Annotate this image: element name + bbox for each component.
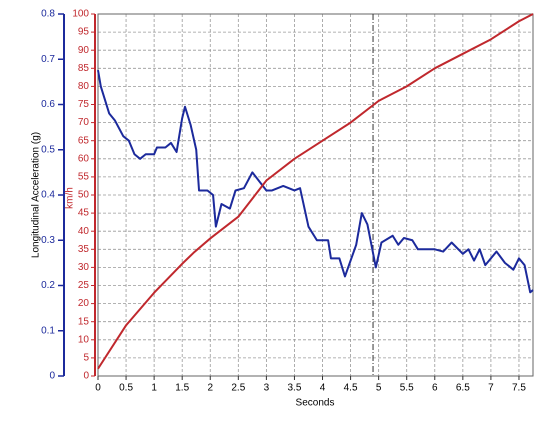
y2-tick-label: 15 <box>78 316 90 327</box>
y-tick-label: 0 <box>49 371 55 382</box>
y-tick-label: 0.5 <box>41 144 55 155</box>
x-tick-label: 5.5 <box>400 383 414 394</box>
y2-tick-label: 100 <box>72 9 89 20</box>
x-tick-label: 6.5 <box>456 383 470 394</box>
x-tick-label: 4.5 <box>344 383 358 394</box>
y2-tick-label: 65 <box>78 135 90 146</box>
y2-tick-label: 10 <box>78 334 90 345</box>
y2-axis-title: km/h <box>65 187 76 209</box>
x-tick-label: 1 <box>151 383 157 394</box>
y-tick-label: 0.2 <box>41 280 55 291</box>
y2-tick-label: 55 <box>78 172 90 183</box>
y-tick-label: 0.7 <box>41 54 55 65</box>
y2-tick-label: 20 <box>78 298 90 309</box>
y2-tick-label: 90 <box>78 45 90 56</box>
y-tick-label: 0.1 <box>41 325 55 336</box>
y2-tick-label: 40 <box>78 226 90 237</box>
x-tick-label: 0.5 <box>119 383 133 394</box>
y2-tick-label: 30 <box>78 262 90 273</box>
y2-tick-label: 60 <box>78 153 90 164</box>
x-tick-label: 0 <box>95 383 101 394</box>
y-axis-title: Longitudinal Acceleration (g) <box>31 132 42 258</box>
y2-tick-label: 50 <box>78 190 90 201</box>
x-tick-label: 7 <box>488 383 494 394</box>
y2-tick-label: 70 <box>78 117 90 128</box>
y2-tick-label: 0 <box>83 371 89 382</box>
series-line <box>97 13 534 370</box>
x-tick-label: 6 <box>432 383 438 394</box>
y-tick-label: 0.6 <box>41 99 55 110</box>
y2-tick-label: 5 <box>83 353 89 364</box>
x-tick-label: 3 <box>264 383 270 394</box>
y-tick-label: 0.4 <box>41 190 55 201</box>
x-tick-label: 7.5 <box>512 383 526 394</box>
y-tick-label: 0.3 <box>41 235 55 246</box>
x-axis-title: Seconds <box>296 398 335 409</box>
y2-tick-label: 45 <box>78 208 90 219</box>
y2-tick-label: 95 <box>78 27 90 38</box>
y-tick-label: 0.8 <box>41 9 55 20</box>
y2-tick-label: 75 <box>78 99 90 110</box>
y2-tick-label: 25 <box>78 280 90 291</box>
y2-tick-label: 85 <box>78 63 90 74</box>
y2-tick-label: 35 <box>78 244 90 255</box>
x-tick-label: 4 <box>320 383 326 394</box>
x-tick-label: 5 <box>376 383 382 394</box>
series-line <box>97 69 534 294</box>
x-tick-label: 3.5 <box>287 383 301 394</box>
x-tick-label: 1.5 <box>175 383 189 394</box>
x-tick-label: 2.5 <box>231 383 245 394</box>
plot-frame <box>97 13 534 377</box>
x-tick-label: 2 <box>207 383 213 394</box>
y2-tick-label: 80 <box>78 81 90 92</box>
